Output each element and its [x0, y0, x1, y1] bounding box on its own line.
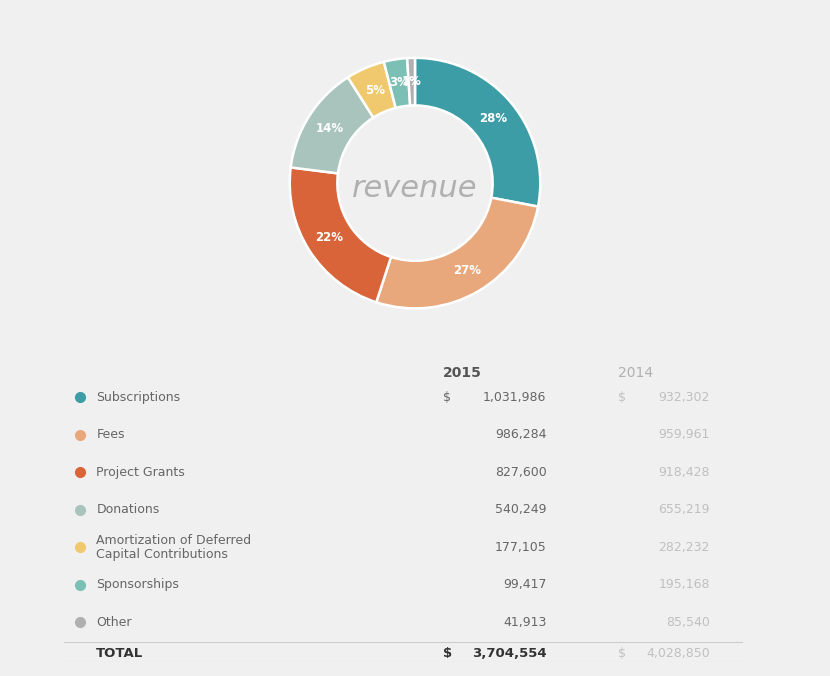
Text: Capital Contributions: Capital Contributions	[96, 548, 228, 560]
Text: $: $	[618, 391, 626, 404]
Text: 918,428: 918,428	[658, 466, 710, 479]
Text: 22%: 22%	[315, 231, 344, 244]
Wedge shape	[376, 197, 538, 308]
Text: 14%: 14%	[315, 122, 344, 135]
Text: 195,168: 195,168	[658, 578, 710, 592]
Text: 655,219: 655,219	[658, 503, 710, 516]
Wedge shape	[290, 168, 391, 302]
Text: Other: Other	[96, 616, 132, 629]
Text: 27%: 27%	[452, 264, 481, 277]
Wedge shape	[415, 58, 540, 207]
Text: 5%: 5%	[364, 84, 385, 97]
Text: Donations: Donations	[96, 503, 159, 516]
Text: 986,284: 986,284	[495, 429, 546, 441]
Text: 1%: 1%	[402, 75, 422, 88]
Text: 177,105: 177,105	[495, 541, 546, 554]
Text: 2014: 2014	[618, 366, 653, 381]
Text: 1,031,986: 1,031,986	[483, 391, 546, 404]
Text: 959,961: 959,961	[658, 429, 710, 441]
Text: 99,417: 99,417	[503, 578, 546, 592]
Text: 282,232: 282,232	[658, 541, 710, 554]
Text: Sponsorships: Sponsorships	[96, 578, 179, 592]
Text: 4,028,850: 4,028,850	[646, 648, 710, 660]
Text: 41,913: 41,913	[503, 616, 546, 629]
Text: 3,704,554: 3,704,554	[471, 648, 546, 660]
Text: TOTAL: TOTAL	[96, 648, 144, 660]
Text: 540,249: 540,249	[495, 503, 546, 516]
Text: $: $	[443, 391, 451, 404]
Text: 932,302: 932,302	[658, 391, 710, 404]
Text: 827,600: 827,600	[495, 466, 546, 479]
Text: Subscriptions: Subscriptions	[96, 391, 180, 404]
Text: 3%: 3%	[389, 76, 409, 89]
Wedge shape	[348, 62, 396, 118]
Text: 85,540: 85,540	[666, 616, 710, 629]
Wedge shape	[290, 77, 374, 173]
Text: $: $	[443, 648, 452, 660]
Text: revenue: revenue	[352, 174, 478, 203]
Text: $: $	[618, 648, 626, 660]
Text: 2015: 2015	[443, 366, 481, 381]
Text: 28%: 28%	[479, 112, 507, 125]
Text: Fees: Fees	[96, 429, 124, 441]
Wedge shape	[408, 58, 415, 105]
Text: Project Grants: Project Grants	[96, 466, 185, 479]
Wedge shape	[383, 58, 410, 108]
Text: Amortization of Deferred: Amortization of Deferred	[96, 534, 251, 547]
